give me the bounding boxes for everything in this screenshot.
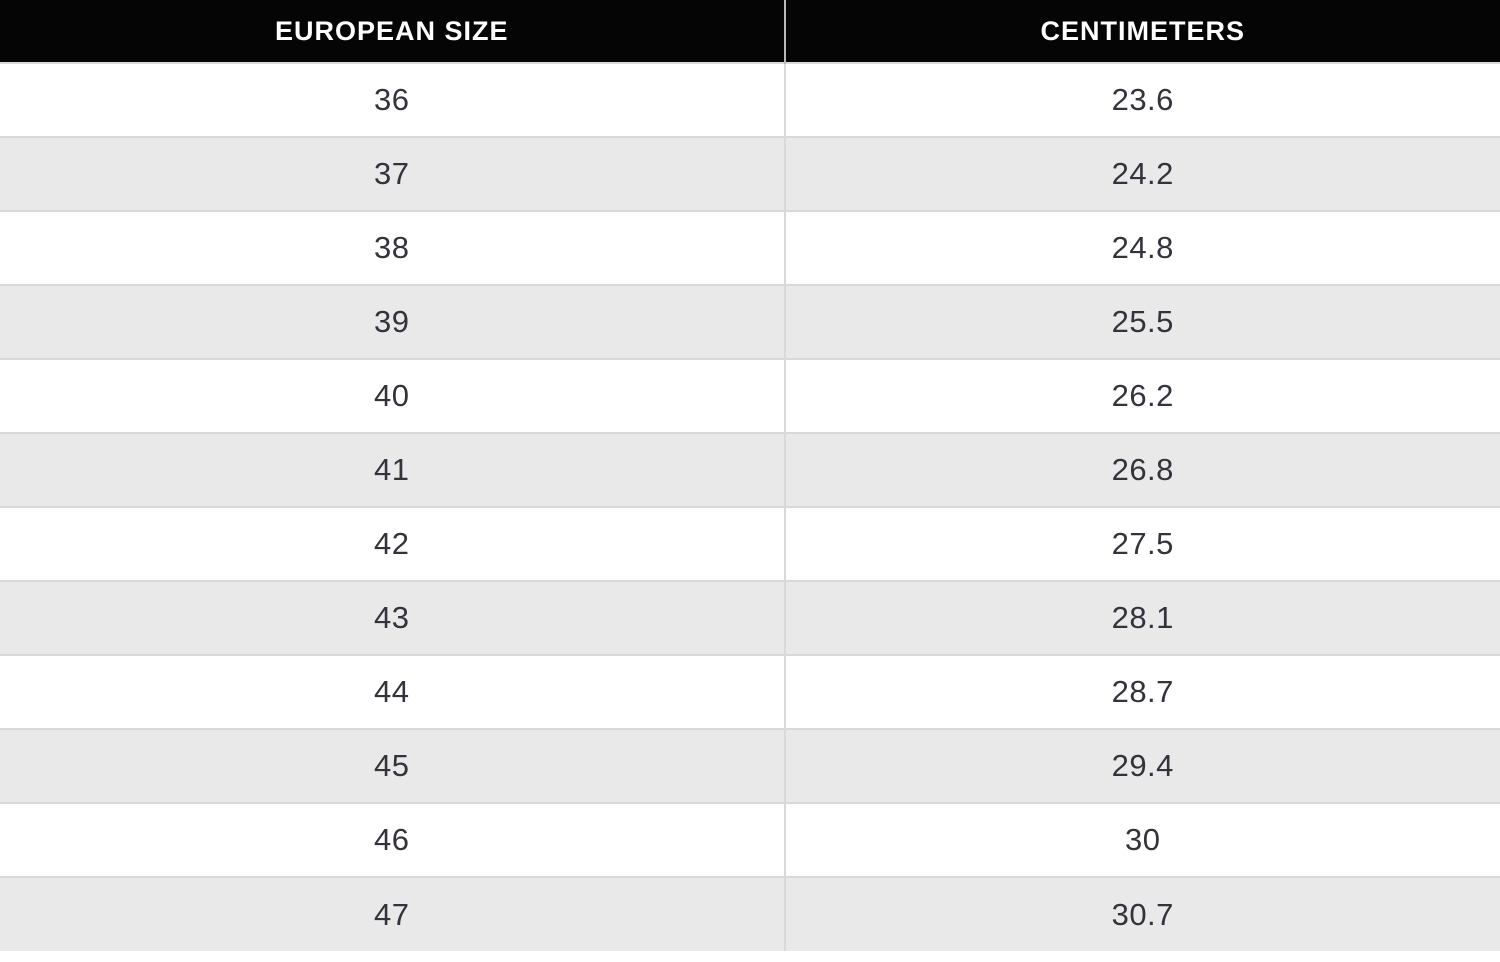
table-row: 44 28.7 xyxy=(0,655,1500,729)
centimeters-cell: 23.6 xyxy=(783,63,1500,137)
table-row: 47 30.7 xyxy=(0,877,1500,951)
size-cell: 45 xyxy=(0,729,785,803)
centimeters-cell: 30 xyxy=(783,803,1500,877)
table-row: 42 27.5 xyxy=(0,507,1500,581)
size-cell: 44 xyxy=(0,655,785,729)
centimeters-cell: 30.7 xyxy=(783,877,1500,951)
centimeters-cell: 26.8 xyxy=(783,433,1500,507)
table-header: EUROPEAN SIZE CENTIMETERS xyxy=(0,0,1500,63)
size-cell: 37 xyxy=(0,137,785,211)
table-row: 46 30 xyxy=(0,803,1500,877)
column-header-centimeters: CENTIMETERS xyxy=(783,0,1500,63)
size-cell: 43 xyxy=(0,581,785,655)
centimeters-cell: 27.5 xyxy=(783,507,1500,581)
centimeters-cell: 28.1 xyxy=(783,581,1500,655)
table-row: 45 29.4 xyxy=(0,729,1500,803)
centimeters-cell: 25.5 xyxy=(783,285,1500,359)
size-cell: 46 xyxy=(0,803,785,877)
table-row: 40 26.2 xyxy=(0,359,1500,433)
table-row: 38 24.8 xyxy=(0,211,1500,285)
header-row: EUROPEAN SIZE CENTIMETERS xyxy=(0,0,1500,63)
size-cell: 47 xyxy=(0,877,785,951)
table-row: 36 23.6 xyxy=(0,63,1500,137)
table-row: 39 25.5 xyxy=(0,285,1500,359)
size-cell: 36 xyxy=(0,63,785,137)
size-cell: 38 xyxy=(0,211,785,285)
size-cell: 40 xyxy=(0,359,785,433)
size-cell: 39 xyxy=(0,285,785,359)
size-cell: 41 xyxy=(0,433,785,507)
table-row: 41 26.8 xyxy=(0,433,1500,507)
centimeters-cell: 29.4 xyxy=(783,729,1500,803)
centimeters-cell: 24.8 xyxy=(783,211,1500,285)
column-header-european-size: EUROPEAN SIZE xyxy=(0,0,785,63)
table-body: 36 23.6 37 24.2 38 24.8 39 25.5 40 26.2 41 26.8 42 27… xyxy=(0,63,1500,951)
centimeters-cell: 26.2 xyxy=(783,359,1500,433)
table-row: 37 24.2 xyxy=(0,137,1500,211)
centimeters-cell: 24.2 xyxy=(783,137,1500,211)
table-row: 43 28.1 xyxy=(0,581,1500,655)
centimeters-cell: 28.7 xyxy=(783,655,1500,729)
size-cell: 42 xyxy=(0,507,785,581)
